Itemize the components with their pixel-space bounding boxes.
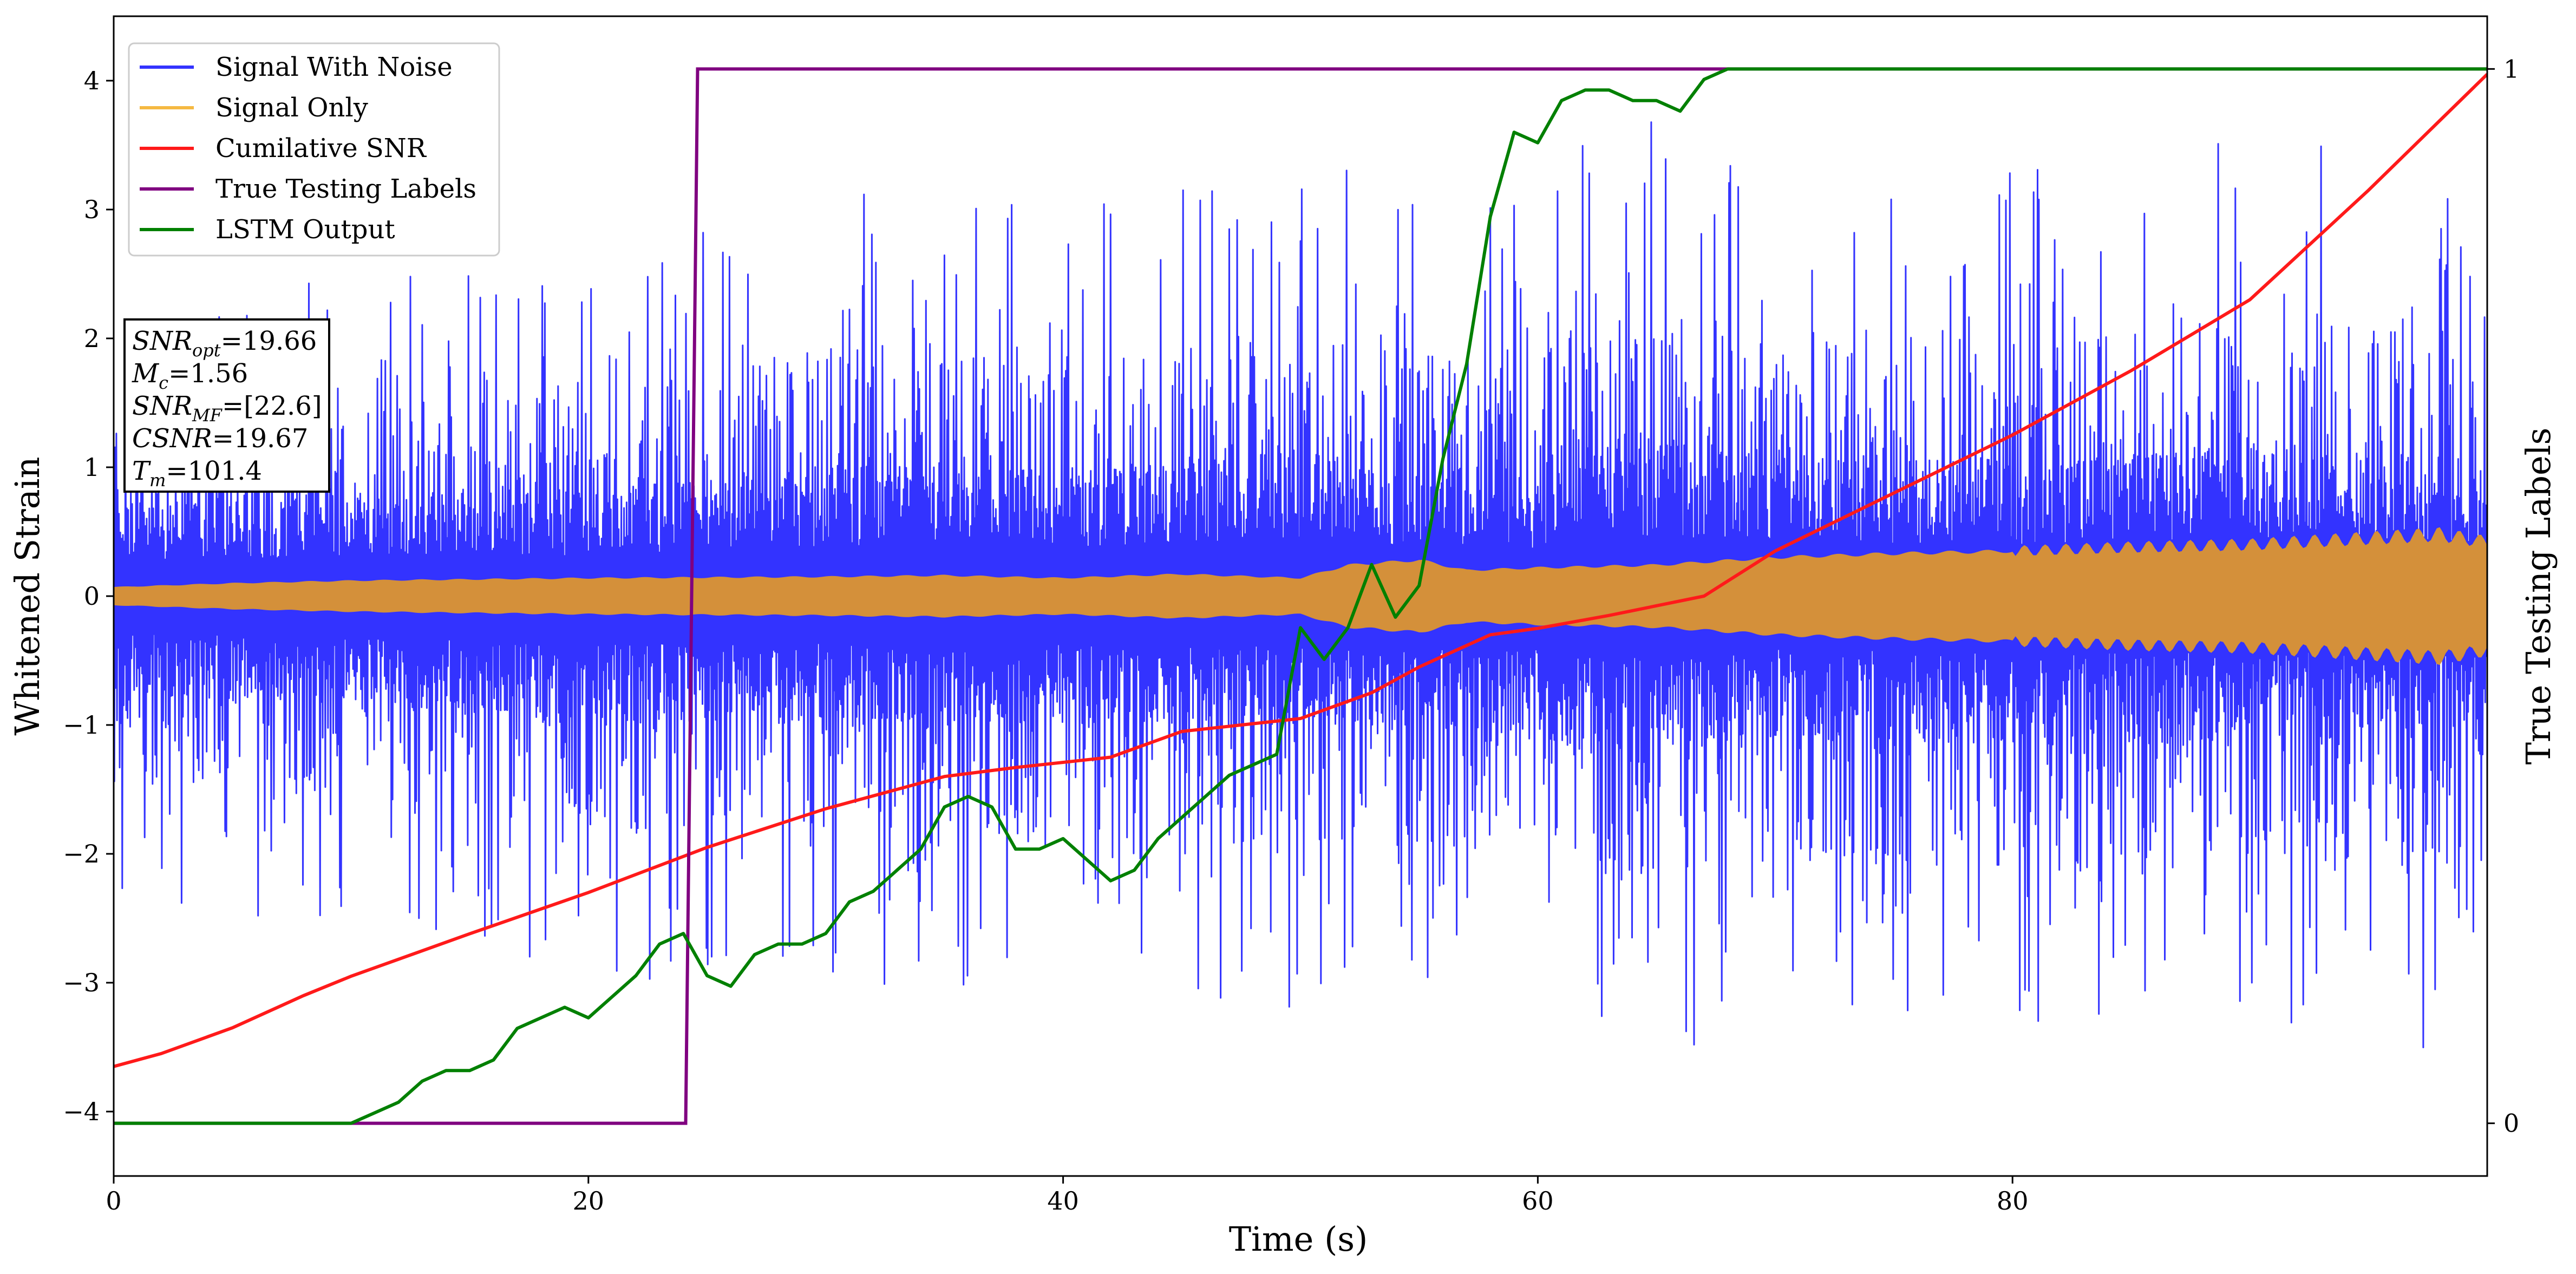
y-tick-label-left: 3 [84, 195, 100, 224]
legend-label: Signal Only [215, 93, 368, 123]
y-tick-label-left: 1 [84, 453, 100, 482]
x-tick-label: 60 [1522, 1186, 1554, 1216]
y-tick-label-left: −2 [63, 839, 100, 868]
x-tick-label: 20 [573, 1186, 605, 1216]
info-box-line: Tm=101.4 [132, 456, 262, 491]
info-box-frame [123, 318, 330, 493]
info-box-line: Mc=1.56 [132, 358, 248, 393]
x-tick-label: 40 [1047, 1186, 1079, 1216]
x-axis-label: Time (s) [1229, 1219, 1368, 1259]
y-tick-label-left: −3 [63, 968, 100, 997]
info-box: SNRopt=19.66Mc=1.56SNRMF=[22.6]CSNR=19.6… [123, 318, 330, 493]
x-tick-label: 0 [106, 1186, 121, 1216]
legend: Signal With Noise Signal Only Cumilative S… [128, 42, 500, 257]
plot-area [114, 67, 2487, 1125]
legend-label: Signal With Noise [215, 52, 453, 82]
series-lstm-output [114, 67, 2487, 1125]
y-tick-label-left: −4 [63, 1097, 100, 1126]
y-tick-label-left: −1 [63, 710, 100, 740]
info-box-line: SNRMF=[22.6] [132, 391, 322, 426]
y-tick-label-left: 2 [84, 324, 100, 353]
legend-label: LSTM Output [215, 214, 395, 245]
series-signal-with-noise [114, 121, 2487, 1048]
info-box-line: CSNR=19.67 [132, 423, 308, 454]
series-cumulative-snr [114, 73, 2487, 1068]
x-tick-label: 80 [1997, 1186, 2029, 1216]
y-axis-label-left: Whitened Strain [8, 457, 47, 736]
y-tick-label-right: 1 [2503, 54, 2519, 83]
y-tick-label-right: 0 [2503, 1109, 2519, 1138]
series-true-testing-labels [114, 67, 2487, 1125]
y-tick-label-left: 0 [84, 582, 100, 611]
y-axis-label-right: True Testing Labels [2519, 428, 2558, 765]
legend-label: True Testing Labels [215, 174, 476, 204]
info-box-line: SNRopt=19.66 [132, 326, 317, 361]
series-signal-only [114, 527, 2487, 665]
legend-frame [128, 42, 500, 257]
y-tick-label-left: 4 [84, 66, 100, 95]
legend-label: Cumilative SNR [215, 133, 427, 164]
